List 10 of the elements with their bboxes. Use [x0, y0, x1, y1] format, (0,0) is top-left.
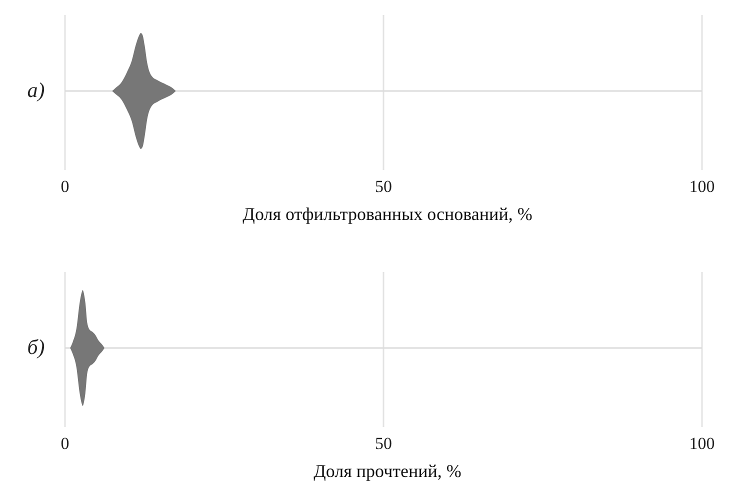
x-axis-title: Доля отфильтрованных оснований, % — [242, 204, 532, 224]
y-axis-title: а) — [27, 78, 45, 102]
x-tick-label: 50 — [375, 177, 392, 196]
x-tick-label: 0 — [60, 177, 70, 196]
x-tick-label: 50 — [375, 434, 392, 453]
x-tick-label: 100 — [689, 434, 715, 453]
y-axis-title: б) — [27, 335, 45, 359]
x-tick-label: 0 — [60, 434, 70, 453]
x-tick-label: 100 — [689, 177, 715, 196]
x-axis-title: Доля прочтений, % — [314, 461, 462, 481]
